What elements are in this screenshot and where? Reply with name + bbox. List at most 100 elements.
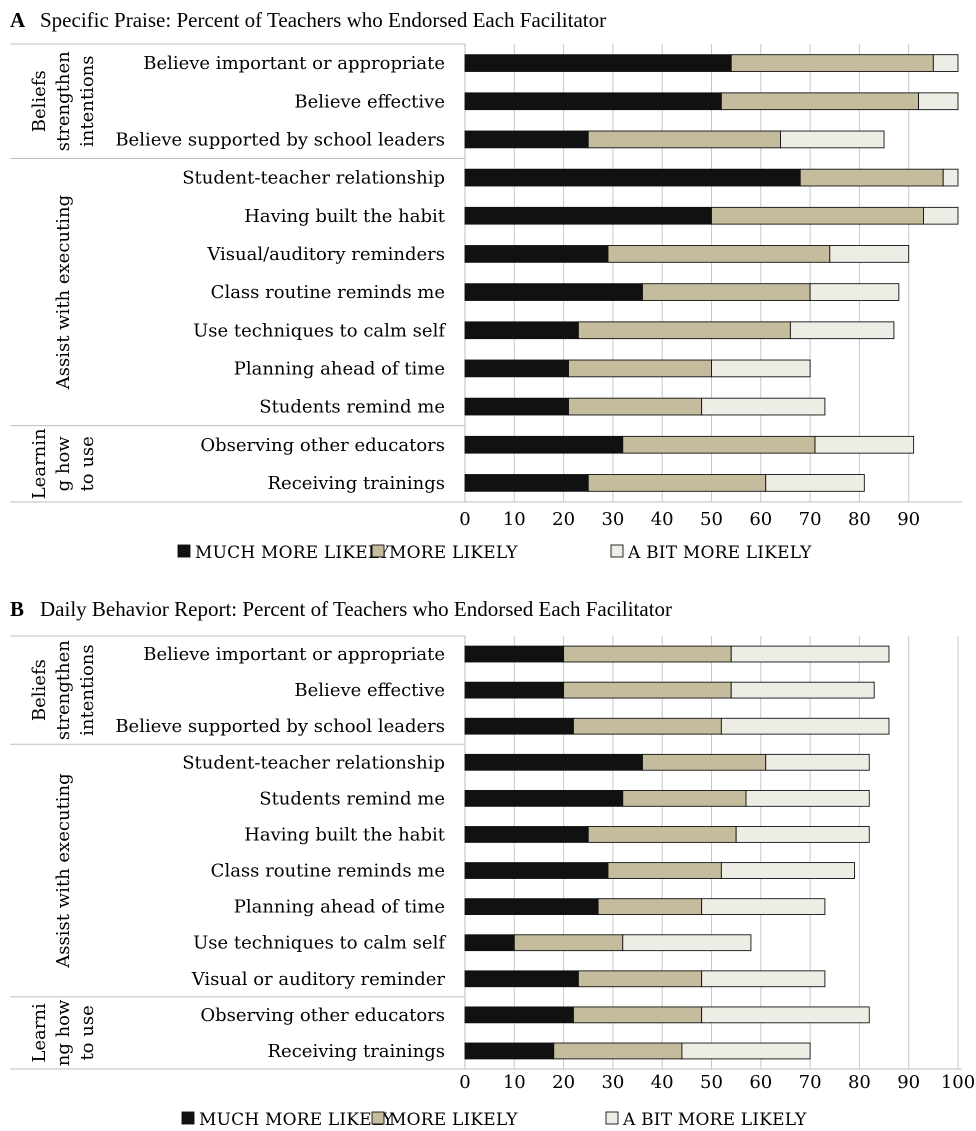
category-label: Believe effective: [294, 680, 445, 701]
bar-segment: [464, 970, 579, 988]
panel-b-letter: B: [10, 597, 24, 621]
bar-segment: [918, 92, 959, 111]
bar-segment: [464, 789, 624, 807]
bar-segment: [745, 789, 870, 807]
bar-segment: [642, 283, 811, 301]
category-label: Class routine reminds me: [211, 861, 445, 882]
bar-segment: [464, 1042, 555, 1060]
bar-segment: [765, 753, 870, 771]
bar-segment: [464, 645, 565, 663]
category-label: Observing other educators: [200, 435, 445, 456]
bar-segment: [464, 1006, 574, 1024]
group-label: Beliefs strengthen intentions: [29, 640, 98, 740]
group-label: Assist with executing: [53, 773, 74, 968]
legend-label: A BIT MORE LIKELY: [622, 1110, 807, 1130]
group-label-line: intentions: [77, 56, 98, 148]
bar-segment: [577, 321, 791, 340]
legend-swatch: [181, 1111, 195, 1125]
category-label: Believe important or appropriate: [143, 53, 445, 74]
bar-segment: [587, 826, 737, 843]
group-label-line: strengthen: [53, 51, 74, 151]
bar-segment: [464, 168, 801, 187]
bar-segment: [553, 1042, 683, 1060]
bar-segment: [642, 753, 767, 771]
bar-segment: [513, 934, 624, 952]
bar-segment: [464, 321, 579, 340]
legend-swatch: [177, 544, 191, 558]
category-label: Receiving trainings: [268, 473, 446, 494]
bar-segment: [464, 435, 624, 454]
x-tick-label: 80: [848, 1072, 871, 1093]
bar-segment: [597, 898, 703, 916]
bar-segment: [464, 359, 569, 378]
bar-segment: [701, 898, 826, 916]
x-tick-label: 10: [503, 509, 526, 530]
x-tick-label: 20: [552, 509, 575, 530]
category-label: Believe supported by school leaders: [115, 716, 445, 737]
group-label: Beliefs strengthen intentions: [29, 51, 98, 151]
legend-label: MUCH MORE LIKELY: [199, 1110, 394, 1130]
bar-segment: [730, 681, 875, 699]
x-tick-label: 90: [897, 1072, 920, 1093]
bar-segment: [587, 130, 781, 149]
group-label: Assist with executing: [53, 195, 74, 390]
category-label: Class routine reminds me: [211, 282, 445, 303]
x-tick-label: 70: [799, 1072, 822, 1093]
x-tick-label: 30: [601, 509, 624, 530]
legend-label: MUCH MORE LIKELY: [195, 543, 390, 563]
legend-swatch: [610, 544, 624, 558]
bar-segment: [711, 359, 811, 378]
panel-b-title: Daily Behavior Report: Percent of Teache…: [40, 597, 672, 621]
bar-segment: [720, 862, 855, 879]
panel-b: B Daily Behavior Report: Percent of Teac…: [10, 597, 975, 1130]
x-tick-label: 60: [749, 509, 772, 530]
bar-segment: [464, 862, 609, 879]
bar-segment: [563, 645, 732, 663]
bar-segment: [814, 435, 915, 454]
x-tick-label: 30: [601, 1072, 624, 1093]
bar-segment: [809, 283, 900, 301]
bar-segment: [932, 54, 959, 72]
bar-segment: [942, 168, 959, 187]
bar-segment: [789, 321, 895, 340]
bar-segment: [765, 474, 865, 492]
category-label: Visual/auditory reminders: [206, 244, 445, 265]
bars: [464, 54, 959, 492]
bar-segment: [701, 1006, 870, 1024]
category-label: Visual or auditory reminder: [191, 969, 446, 990]
bar-segment: [829, 245, 910, 263]
panel-a-title: Specific Praise: Percent of Teachers who…: [40, 8, 606, 32]
group-label-line: strengthen: [53, 640, 74, 740]
bar-segment: [464, 717, 574, 735]
x-tick-label: 100: [941, 1072, 975, 1093]
category-label: Planning ahead of time: [234, 358, 445, 379]
bar-segment: [568, 397, 703, 416]
bar-segment: [587, 474, 767, 492]
x-tick-label: 10: [503, 1072, 526, 1093]
panel-a-letter: A: [10, 8, 26, 32]
bar-segment: [464, 245, 609, 263]
bar-segment: [681, 1042, 811, 1060]
bar-segment: [701, 397, 826, 416]
bar-segment: [464, 283, 643, 301]
bar-segment: [923, 206, 959, 225]
group-label-line: ng how: [53, 999, 74, 1066]
bar-segment: [464, 92, 722, 111]
bar-segment: [622, 789, 747, 807]
category-label: Student-teacher relationship: [182, 168, 445, 189]
bar-segment: [622, 435, 816, 454]
x-tick-label: 90: [897, 509, 920, 530]
bars: [464, 645, 890, 1060]
group-label-line: to use: [77, 436, 98, 491]
bar-segment: [464, 826, 589, 843]
panel-a: A Specific Praise: Percent of Teachers w…: [10, 8, 962, 563]
bar-segment: [735, 826, 870, 843]
category-label: Planning ahead of time: [234, 897, 445, 918]
bar-segment: [464, 206, 712, 225]
group-label-line: g how: [53, 436, 74, 492]
bar-segment: [464, 474, 589, 492]
bar-segment: [711, 206, 924, 225]
bar-segment: [577, 970, 703, 988]
